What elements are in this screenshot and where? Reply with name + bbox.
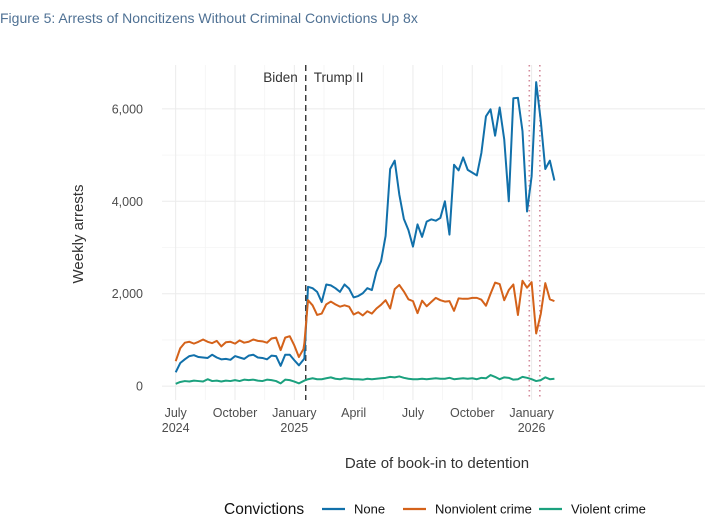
legend-title: Convictions: [224, 501, 304, 518]
x-tick-label: January: [509, 406, 554, 420]
x-tick-label: October: [213, 406, 257, 420]
series-line-violent-crime: [175, 374, 555, 385]
annotation-right: Trump II: [314, 70, 364, 85]
y-tick-label: 4,000: [112, 195, 143, 209]
series-line-none: [174, 81, 556, 373]
annotations: Biden Trump II: [263, 70, 363, 85]
y-axis-title: Weekly arrests: [70, 185, 87, 284]
y-tick-label: 2,000: [112, 287, 143, 301]
legend-label: Violent crime: [571, 502, 646, 517]
x-tick-sublabel: 2025: [280, 421, 308, 435]
x-tick-sublabel: 2026: [518, 421, 546, 435]
y-axis-ticks: 0 2,000 4,000 6,000: [112, 102, 143, 393]
x-tick-label: July: [165, 406, 188, 420]
series-lines: [174, 81, 556, 385]
y-tick-label: 6,000: [112, 102, 143, 116]
legend-label: Nonviolent crime: [435, 502, 532, 517]
x-tick-sublabel: 2024: [162, 421, 190, 435]
x-tick-label: January: [272, 406, 317, 420]
annotation-left: Biden: [263, 70, 298, 85]
y-tick-label: 0: [136, 380, 143, 394]
x-axis-title: Date of book-in to detention: [345, 455, 529, 472]
figure-title: Figure 5: Arrests of Noncitizens Without…: [0, 10, 418, 26]
x-tick-label: October: [450, 406, 494, 420]
series-line-nonviolent-crime: [174, 279, 555, 362]
x-tick-label: April: [341, 406, 366, 420]
plot-panel: [162, 65, 705, 400]
legend-label: None: [354, 502, 385, 517]
x-tick-label: July: [402, 406, 425, 420]
legend: Convictions None Nonviolent crime Violent …: [224, 501, 646, 518]
